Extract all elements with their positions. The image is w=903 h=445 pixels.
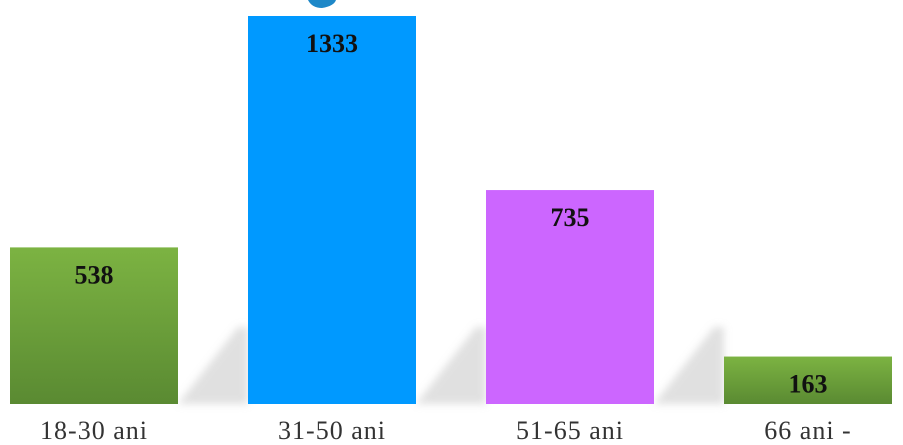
category-label-18-30-ani: 18-30 ani [40, 416, 148, 445]
value-labels: 538 1333 735 163 [75, 29, 828, 399]
value-label-18-30-ani: 538 [75, 260, 114, 289]
category-label-66-ani: 66 ani - [764, 416, 851, 445]
value-label-31-50-ani: 1333 [306, 29, 358, 58]
bar-51-65-ani [486, 190, 654, 404]
category-label-31-50-ani: 31-50 ani [278, 416, 386, 445]
category-label-51-65-ani: 51-65 ani [516, 416, 624, 445]
category-labels: 18-30 ani 31-50 ani 51-65 ani 66 ani - [40, 416, 851, 445]
bar-66-ani [724, 356, 892, 404]
value-label-51-65-ani: 735 [551, 203, 590, 232]
bar-shadow-31-50-ani [416, 327, 486, 404]
bar-18-30-ani [10, 247, 178, 404]
value-label-66-ani: 163 [789, 370, 828, 399]
bars [10, 16, 892, 404]
bar-shadows [178, 327, 724, 404]
bar-shadow-51-65-ani [654, 327, 724, 404]
bar-shadow-18-30-ani [178, 327, 248, 404]
bar-31-50-ani [248, 16, 416, 404]
title-fragment [308, 0, 336, 8]
